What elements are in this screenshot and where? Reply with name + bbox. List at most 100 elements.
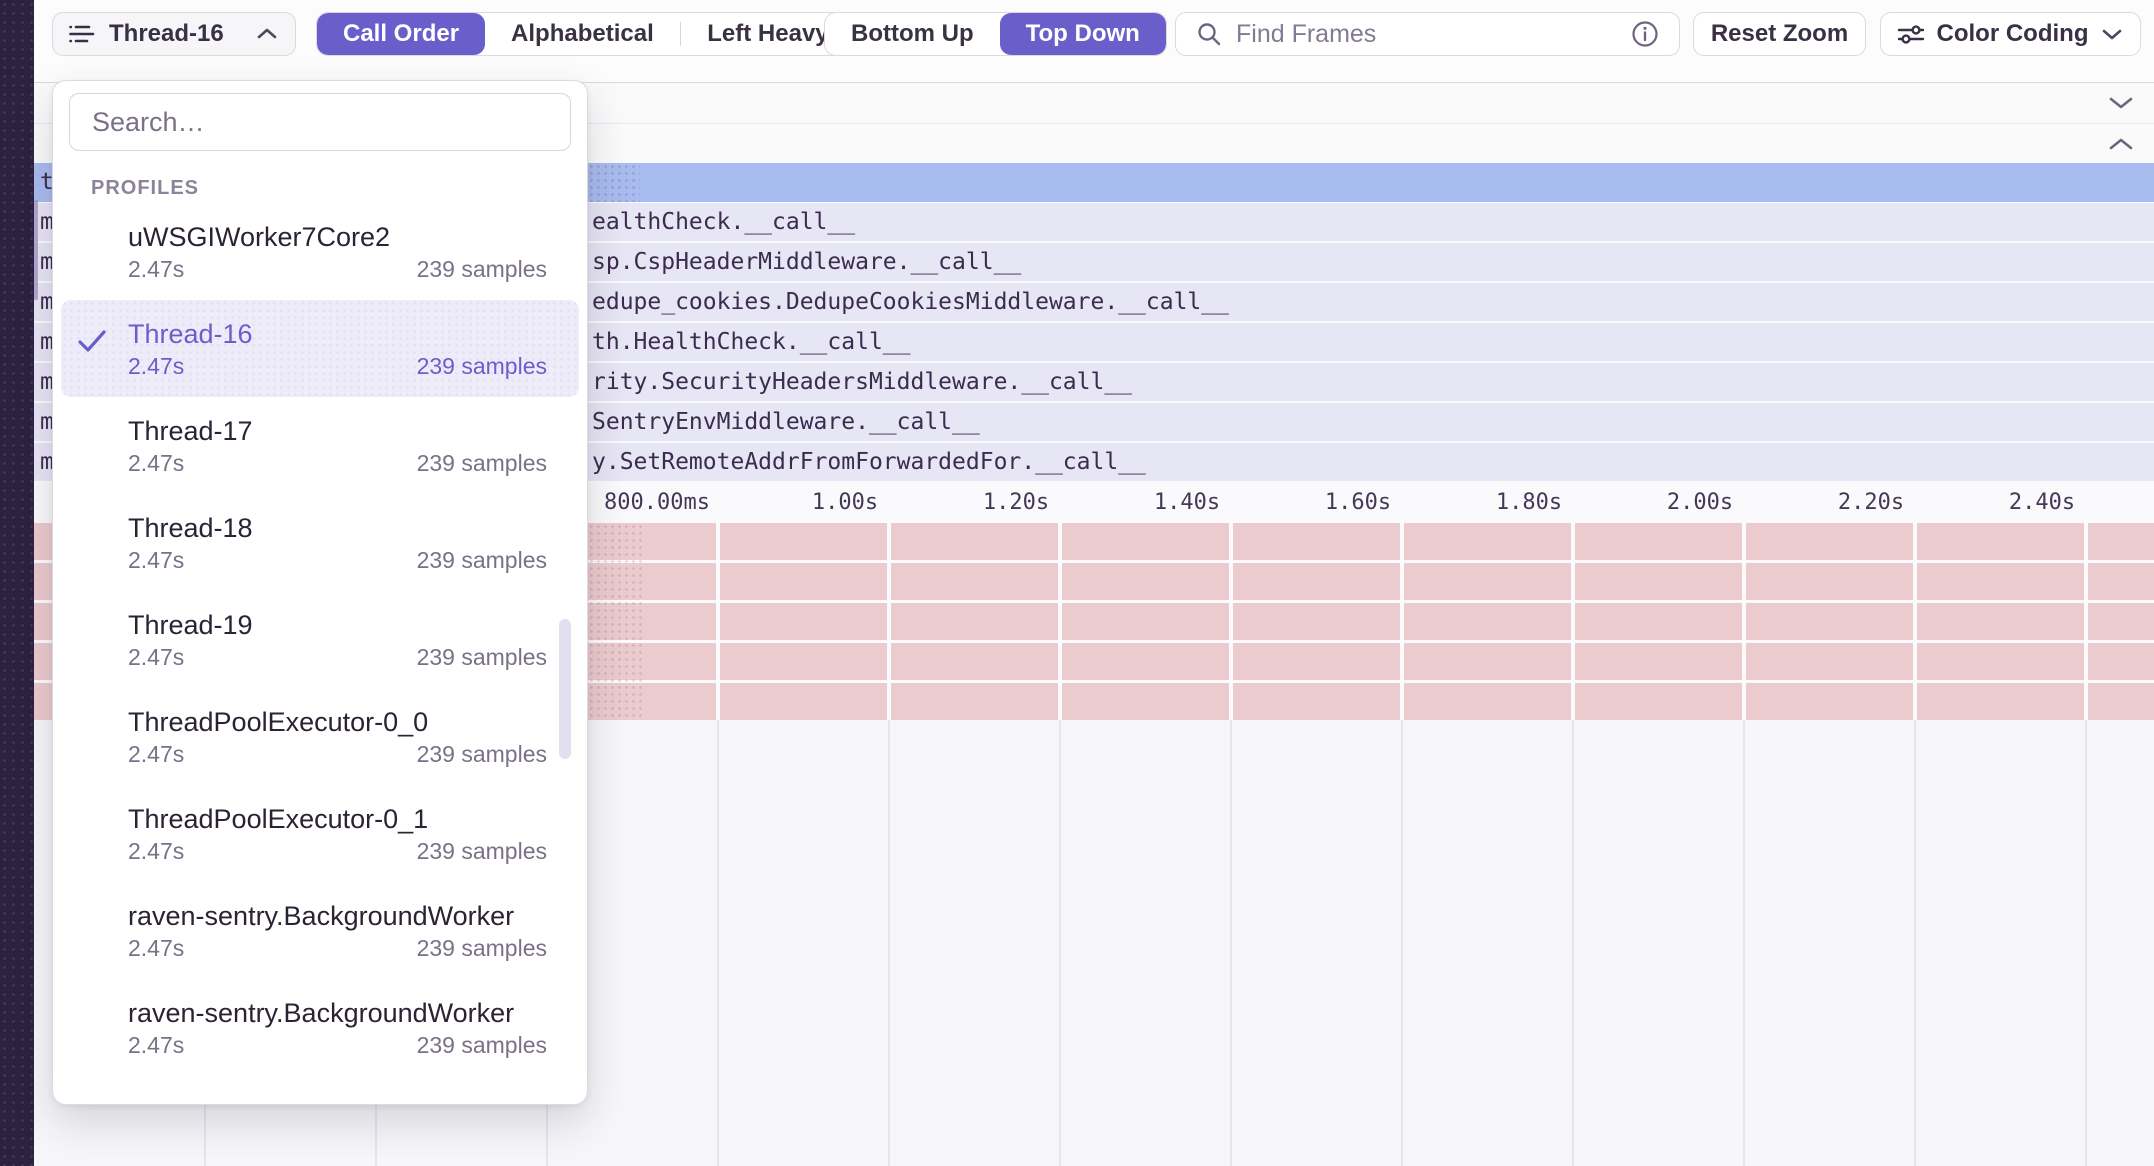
span-gap (1058, 523, 1062, 720)
frame-label: y.SetRemoteAddrFromForwardedFor.__call__ (592, 449, 1146, 475)
find-frames-placeholder: Find Frames (1236, 19, 1377, 48)
segment-divider (679, 22, 682, 46)
profile-list-item[interactable]: raven-sentry.BackgroundWorker 2.47s 239 … (61, 882, 579, 979)
profile-list-item[interactable]: ThreadPoolExecutor-0_1 2.47s 239 samples (61, 785, 579, 882)
frame-text-sliver: m (40, 449, 54, 475)
time-gridline (1572, 720, 1574, 1166)
axis-tick-label: 1.00s (811, 490, 879, 515)
profile-duration: 2.47s (128, 352, 185, 379)
profile-list-item[interactable]: Thread-19 2.47s 239 samples (61, 591, 579, 688)
profile-sample-count: 239 samples (416, 255, 547, 282)
profile-sample-count: 239 samples (416, 740, 547, 767)
axis-tick-label: 2.00s (1666, 490, 1734, 515)
reset-zoom-button[interactable]: Reset Zoom (1693, 12, 1866, 56)
app-sidebar-edge (0, 0, 34, 1166)
search-icon (1196, 21, 1222, 47)
profile-sample-count: 239 samples (416, 837, 547, 864)
span-gap (1400, 523, 1404, 720)
info-icon[interactable] (1631, 20, 1659, 48)
profile-list-item[interactable]: Thread-16 2.47s 239 samples (61, 300, 579, 397)
chevron-down-icon[interactable] (2106, 94, 2136, 112)
profile-duration: 2.47s (128, 643, 185, 670)
time-gridline (717, 720, 719, 1166)
span-gap (887, 523, 891, 720)
thread-list-icon (69, 22, 95, 46)
span-gap (1571, 523, 1575, 720)
sliders-icon (1897, 22, 1925, 46)
profile-name: Thread-16 (128, 318, 253, 349)
profile-name: ThreadPoolExecutor-0_0 (128, 706, 429, 737)
profile-list-item[interactable]: raven-sentry.BackgroundWorker 2.47s 239 … (61, 979, 579, 1076)
profile-sample-count: 239 samples (416, 546, 547, 573)
profile-list-item[interactable]: ThreadPoolExecutor-0_0 2.47s 239 samples (61, 688, 579, 785)
profile-duration: 2.47s (128, 546, 185, 573)
time-gridline (1743, 720, 1745, 1166)
sort-segment[interactable]: Call Order (317, 13, 486, 55)
time-gridline (1059, 720, 1061, 1166)
span-gap (1229, 523, 1233, 720)
profile-name: ThreadPoolExecutor-0_1 (128, 803, 429, 834)
profile-sample-count: 239 samples (416, 934, 547, 961)
profile-list-item[interactable]: Thread-17 2.47s 239 samples (61, 397, 579, 494)
frame-text-sliver: m (40, 409, 54, 435)
axis-tick-label: 1.40s (1153, 490, 1221, 515)
axis-tick-label: 1.80s (1495, 490, 1563, 515)
frame-text-sliver: m (40, 209, 54, 235)
time-gridline (1401, 720, 1403, 1166)
profile-name: Thread-19 (128, 609, 253, 640)
profile-duration: 2.47s (128, 449, 185, 476)
axis-tick-label: 1.20s (982, 490, 1050, 515)
profile-name: raven-sentry.BackgroundWorker (128, 900, 515, 931)
direction-segment[interactable]: Bottom Up (851, 20, 974, 47)
profile-sample-count: 239 samples (416, 1031, 547, 1058)
sort-segmented-control: Call Order Alphabetical Left Heavy (316, 12, 856, 56)
sort-segment[interactable]: Left Heavy (707, 20, 829, 47)
span-gap (1913, 523, 1917, 720)
profile-name: uWSGIWorker7Core2 (128, 221, 391, 252)
span-gap (716, 523, 720, 720)
direction-segmented-control: Bottom Up Top Down (824, 12, 1167, 56)
profile-name: Thread-17 (128, 415, 253, 446)
dropdown-search-input[interactable]: Search… (69, 93, 571, 151)
axis-tick-label: 2.20s (1837, 490, 1905, 515)
profile-list-item[interactable]: uWSGIWorker7Core2 2.47s 239 samples (61, 203, 579, 300)
frame-label: SentryEnvMiddleware.__call__ (592, 409, 980, 435)
profile-sample-count: 239 samples (416, 352, 547, 379)
time-gridline (2085, 720, 2087, 1166)
thread-dropdown: Search… PROFILES uWSGIWorker7Core2 2.47s… (52, 80, 588, 1105)
dropdown-search-placeholder: Search… (92, 106, 205, 137)
profile-name: Thread-18 (128, 512, 253, 543)
profile-list-item[interactable]: Thread-18 2.47s 239 samples (61, 494, 579, 591)
profile-sample-count: 239 samples (416, 643, 547, 670)
color-coding-label: Color Coding (1936, 20, 2089, 47)
profile-duration: 2.47s (128, 934, 185, 961)
chevron-down-icon (2100, 27, 2124, 41)
profile-name: raven-sentry.BackgroundWorker (128, 997, 515, 1028)
dropdown-scrollbar-thumb[interactable] (559, 619, 571, 759)
thread-selector-label: Thread-16 (109, 20, 224, 47)
frame-cutoff-dots (588, 523, 644, 720)
thread-selector-button[interactable]: Thread-16 (52, 12, 296, 56)
direction-segment[interactable]: Top Down (999, 13, 1166, 55)
chevron-up-icon[interactable] (2106, 135, 2136, 153)
flamegraph-toolbar: Thread-16 Call Order Alphabetical Left Hea… (34, 0, 2154, 82)
checkmark-icon (75, 326, 109, 356)
vertical-scrollbar-thumb[interactable] (34, 200, 38, 300)
color-coding-button[interactable]: Color Coding (1880, 12, 2141, 56)
profile-duration: 2.47s (128, 1031, 185, 1058)
frame-text-sliver: t (40, 169, 54, 195)
frame-text-sliver: m (40, 329, 54, 355)
find-frames-input[interactable]: Find Frames (1175, 12, 1680, 56)
time-gridline (1230, 720, 1232, 1166)
profile-duration: 2.47s (128, 837, 185, 864)
frame-label: rity.SecurityHeadersMiddleware.__call__ (592, 369, 1133, 395)
frame-text-sliver: m (40, 289, 54, 315)
axis-tick-label: 2.40s (2008, 490, 2076, 515)
profiles-list: uWSGIWorker7Core2 2.47s 239 samples Thre… (61, 203, 579, 1088)
axis-tick-label: 800.00ms (604, 490, 710, 515)
sort-segment[interactable]: Alphabetical (511, 20, 654, 47)
frame-cutoff-dots (588, 163, 640, 202)
axis-tick-label: 1.60s (1324, 490, 1392, 515)
time-gridline (1914, 720, 1916, 1166)
